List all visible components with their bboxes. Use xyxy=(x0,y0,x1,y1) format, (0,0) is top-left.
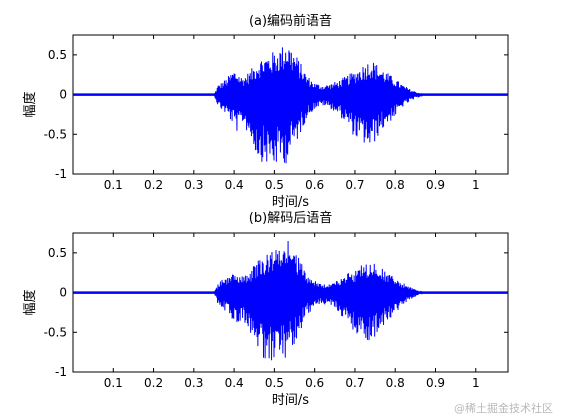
waveform-line xyxy=(73,47,508,164)
x-tick-label: 0.6 xyxy=(305,178,324,192)
x-tick-label: 0.2 xyxy=(144,376,163,390)
y-tick-label: -0.5 xyxy=(44,127,67,141)
y-tick-label: -1 xyxy=(55,365,67,379)
y-tick-label: -0.5 xyxy=(44,325,67,339)
x-tick-label: 0.3 xyxy=(184,178,203,192)
watermark-text: @稀土掘金技术社区 xyxy=(454,402,553,415)
x-tick-label: 0.9 xyxy=(426,178,445,192)
x-tick-label: 0.4 xyxy=(225,376,244,390)
chart-title: (b)解码后语音 xyxy=(249,210,332,226)
x-tick-label: 0.8 xyxy=(386,376,405,390)
waveform-line xyxy=(73,240,508,361)
x-axis-label: 时间/s xyxy=(272,195,309,210)
y-tick-label: -1 xyxy=(55,167,67,181)
x-tick-label: 0.7 xyxy=(345,376,364,390)
x-axis-label: 时间/s xyxy=(272,393,309,408)
chart-title: (a)编码前语音 xyxy=(249,13,332,29)
x-tick-label: 0.9 xyxy=(426,376,445,390)
y-tick-label: 0.5 xyxy=(48,246,67,260)
x-tick-label: 0.5 xyxy=(265,178,284,192)
x-tick-label: 0.5 xyxy=(265,376,284,390)
x-tick-label: 0.7 xyxy=(345,178,364,192)
y-tick-label: 0 xyxy=(59,286,67,300)
y-axis-label: 幅度 xyxy=(22,91,38,117)
x-tick-label: 0.3 xyxy=(184,376,203,390)
x-tick-label: 1 xyxy=(472,376,480,390)
x-tick-label: 0.1 xyxy=(104,376,123,390)
x-tick-label: 0.4 xyxy=(225,178,244,192)
y-tick-label: 0.5 xyxy=(48,48,67,62)
y-axis-label: 幅度 xyxy=(22,289,38,315)
x-tick-label: 0.8 xyxy=(386,178,405,192)
x-tick-label: 0.6 xyxy=(305,376,324,390)
x-tick-label: 0.2 xyxy=(144,178,163,192)
x-tick-label: 0.1 xyxy=(104,178,123,192)
x-tick-label: 1 xyxy=(472,178,480,192)
y-tick-label: 0 xyxy=(59,88,67,102)
